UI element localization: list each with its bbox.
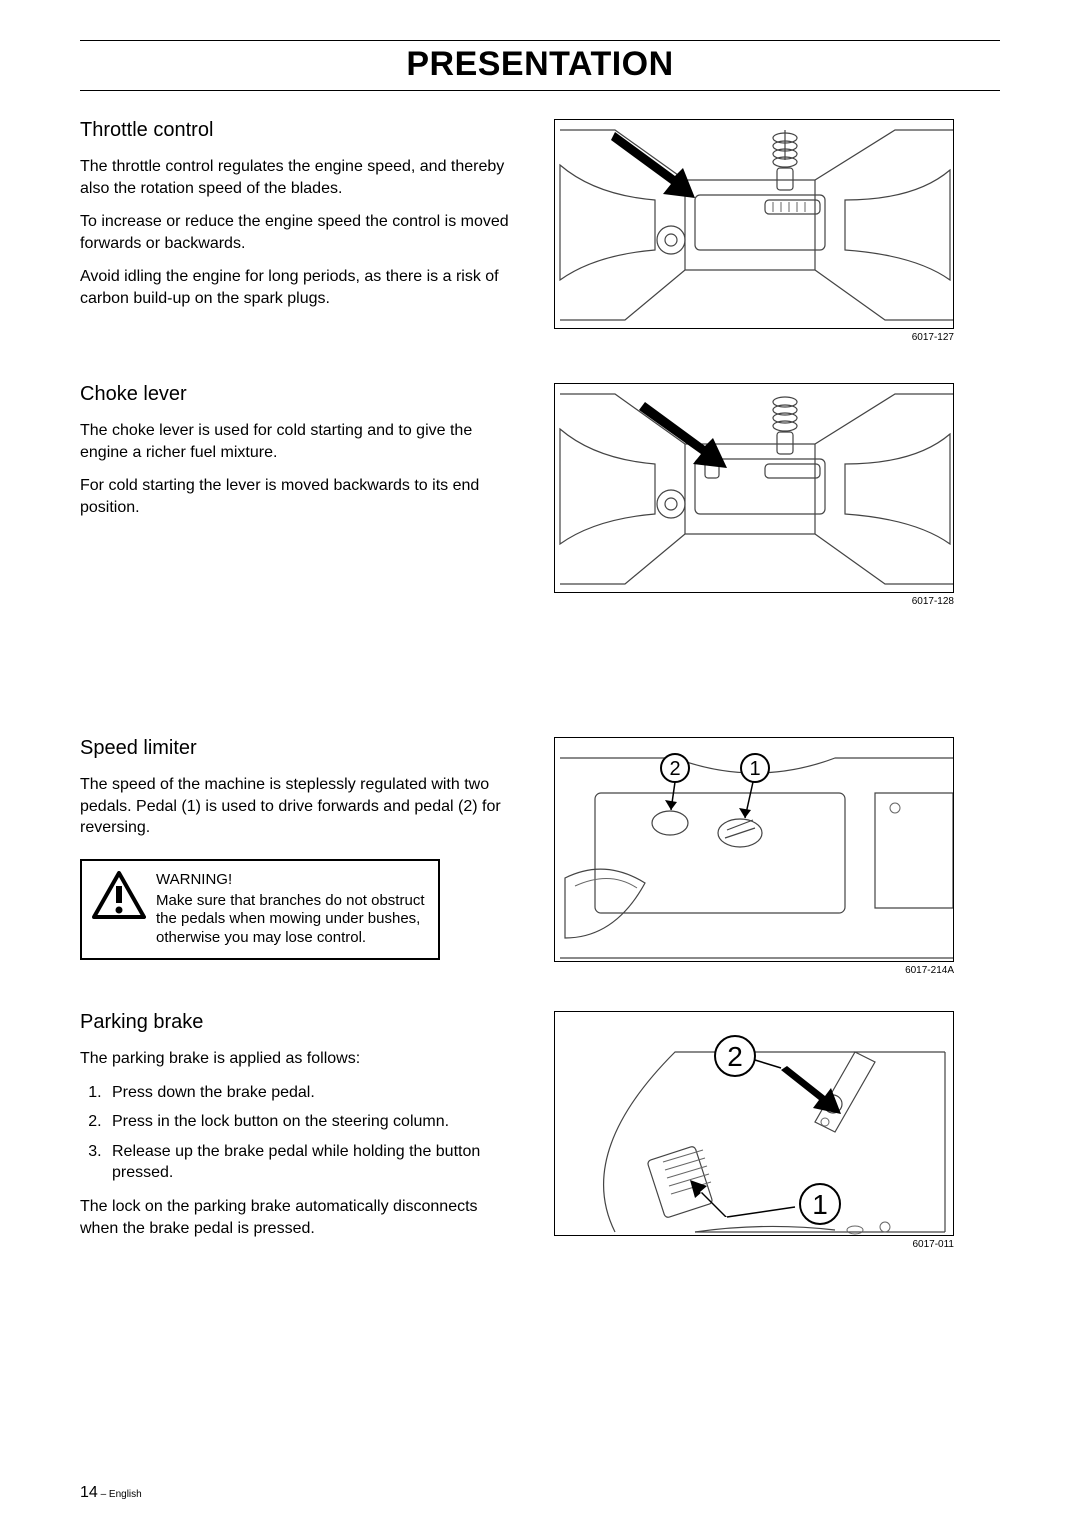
throttle-figcap: 6017-127 bbox=[912, 332, 954, 343]
speed-figcap: 6017-214A bbox=[905, 965, 954, 976]
parking-p2: The lock on the parking brake automatica… bbox=[80, 1196, 510, 1239]
parking-figure: 1 2 bbox=[554, 1011, 954, 1236]
footer-sep: – bbox=[98, 1489, 109, 1500]
throttle-heading: Throttle control bbox=[80, 119, 510, 142]
throttle-figure-col: 6017-127 bbox=[534, 119, 954, 343]
parking-step-1: Press down the brake pedal. bbox=[106, 1082, 510, 1104]
speed-figure-col: 1 2 6017-214A bbox=[534, 737, 954, 976]
speed-callout-2: 2 bbox=[669, 758, 680, 780]
choke-heading: Choke lever bbox=[80, 383, 510, 406]
parking-step-3: Release up the brake pedal while holding… bbox=[106, 1141, 510, 1184]
page-footer: 14 – English bbox=[80, 1484, 142, 1502]
warning-heading: WARNING! bbox=[156, 871, 426, 890]
parking-heading: Parking brake bbox=[80, 1011, 510, 1034]
parking-figcap: 6017-011 bbox=[912, 1239, 954, 1250]
warning-text: WARNING! Make sure that branches do not … bbox=[156, 871, 426, 948]
speed-heading: Speed limiter bbox=[80, 737, 510, 760]
parking-callout-1: 1 bbox=[812, 1189, 828, 1220]
parking-figure-col: 1 2 6017-011 bbox=[534, 1011, 954, 1251]
parking-step-2: Press in the lock button on the steering… bbox=[106, 1111, 510, 1133]
throttle-p1: The throttle control regulates the engin… bbox=[80, 156, 510, 199]
choke-figure bbox=[554, 383, 954, 593]
choke-text-col: Choke lever The choke lever is used for … bbox=[80, 383, 510, 607]
throttle-illustration bbox=[555, 120, 954, 329]
speed-text-col: Speed limiter The speed of the machine i… bbox=[80, 737, 510, 976]
warning-body: Make sure that branches do not obstruct … bbox=[156, 892, 424, 947]
parking-callout-2: 2 bbox=[727, 1041, 743, 1072]
choke-p2: For cold starting the lever is moved bac… bbox=[80, 475, 510, 518]
speed-p1: The speed of the machine is steplessly r… bbox=[80, 774, 510, 839]
parking-text-col: Parking brake The parking brake is appli… bbox=[80, 1011, 510, 1251]
page-number: 14 bbox=[80, 1484, 98, 1501]
speed-callout-1: 1 bbox=[749, 758, 760, 780]
section-choke: Choke lever The choke lever is used for … bbox=[80, 383, 1000, 607]
speed-illustration: 1 2 bbox=[555, 738, 954, 962]
section-parking: Parking brake The parking brake is appli… bbox=[80, 1011, 1000, 1251]
throttle-figure bbox=[554, 119, 954, 329]
footer-lang: English bbox=[109, 1489, 142, 1500]
parking-steps: Press down the brake pedal. Press in the… bbox=[80, 1082, 510, 1184]
speed-figure: 1 2 bbox=[554, 737, 954, 962]
choke-figure-col: 6017-128 bbox=[534, 383, 954, 607]
throttle-text-col: Throttle control The throttle control re… bbox=[80, 119, 510, 343]
parking-illustration: 1 2 bbox=[555, 1012, 954, 1236]
warning-icon bbox=[92, 871, 146, 919]
parking-p1: The parking brake is applied as follows: bbox=[80, 1048, 510, 1070]
choke-figcap: 6017-128 bbox=[912, 596, 954, 607]
throttle-p3: Avoid idling the engine for long periods… bbox=[80, 266, 510, 309]
choke-illustration bbox=[555, 384, 954, 593]
content-area: Throttle control The throttle control re… bbox=[80, 91, 1000, 1271]
section-throttle: Throttle control The throttle control re… bbox=[80, 119, 1000, 343]
choke-p1: The choke lever is used for cold startin… bbox=[80, 420, 510, 463]
section-speed: Speed limiter The speed of the machine i… bbox=[80, 737, 1000, 976]
page-title: PRESENTATION bbox=[80, 41, 1000, 90]
speed-warning-box: WARNING! Make sure that branches do not … bbox=[80, 859, 440, 960]
throttle-p2: To increase or reduce the engine speed t… bbox=[80, 211, 510, 254]
